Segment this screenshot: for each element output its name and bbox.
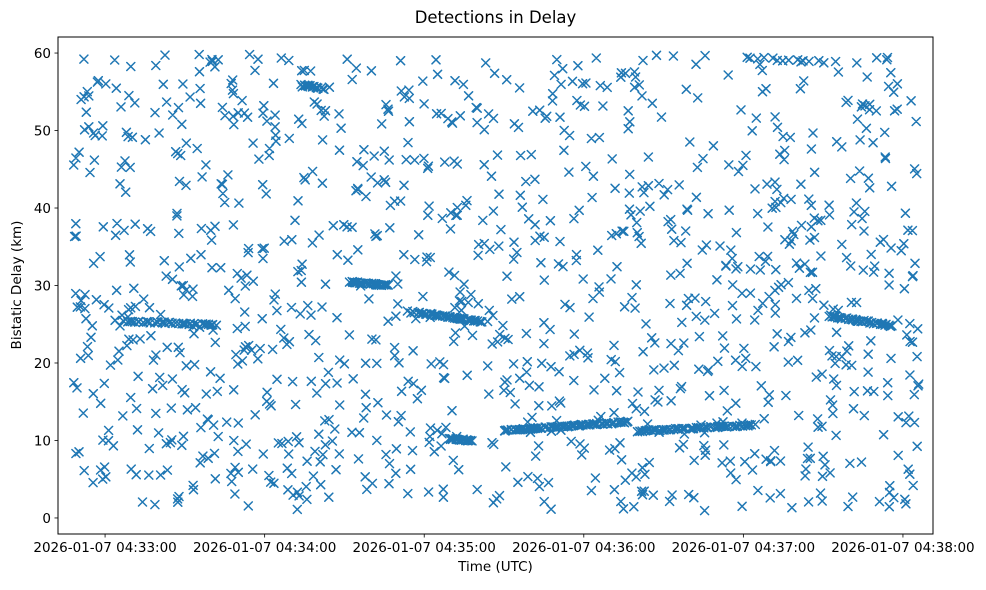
y-tick-label: 60 bbox=[34, 46, 51, 62]
x-tick-label: 2026-01-07 04:37:00 bbox=[672, 540, 815, 556]
y-tick-label: 10 bbox=[34, 433, 51, 449]
x-tick-label: 2026-01-07 04:33:00 bbox=[33, 540, 176, 556]
y-tick-label: 0 bbox=[42, 511, 51, 527]
y-tick-label: 50 bbox=[34, 123, 51, 139]
x-tick-label: 2026-01-07 04:35:00 bbox=[353, 540, 496, 556]
x-tick-label: 2026-01-07 04:38:00 bbox=[831, 540, 974, 556]
x-axis-label: Time (UTC) bbox=[458, 559, 533, 575]
detection-markers bbox=[68, 49, 924, 516]
chart-title: Detections in Delay bbox=[414, 8, 577, 27]
y-tick-label: 30 bbox=[34, 278, 51, 294]
y-tick-label: 20 bbox=[34, 356, 51, 372]
x-tick-label: 2026-01-07 04:36:00 bbox=[512, 540, 655, 556]
y-tick-label: 40 bbox=[34, 201, 51, 217]
y-axis-label: Bistatic Delay (km) bbox=[9, 220, 25, 350]
x-tick-label: 2026-01-07 04:34:00 bbox=[193, 540, 336, 556]
